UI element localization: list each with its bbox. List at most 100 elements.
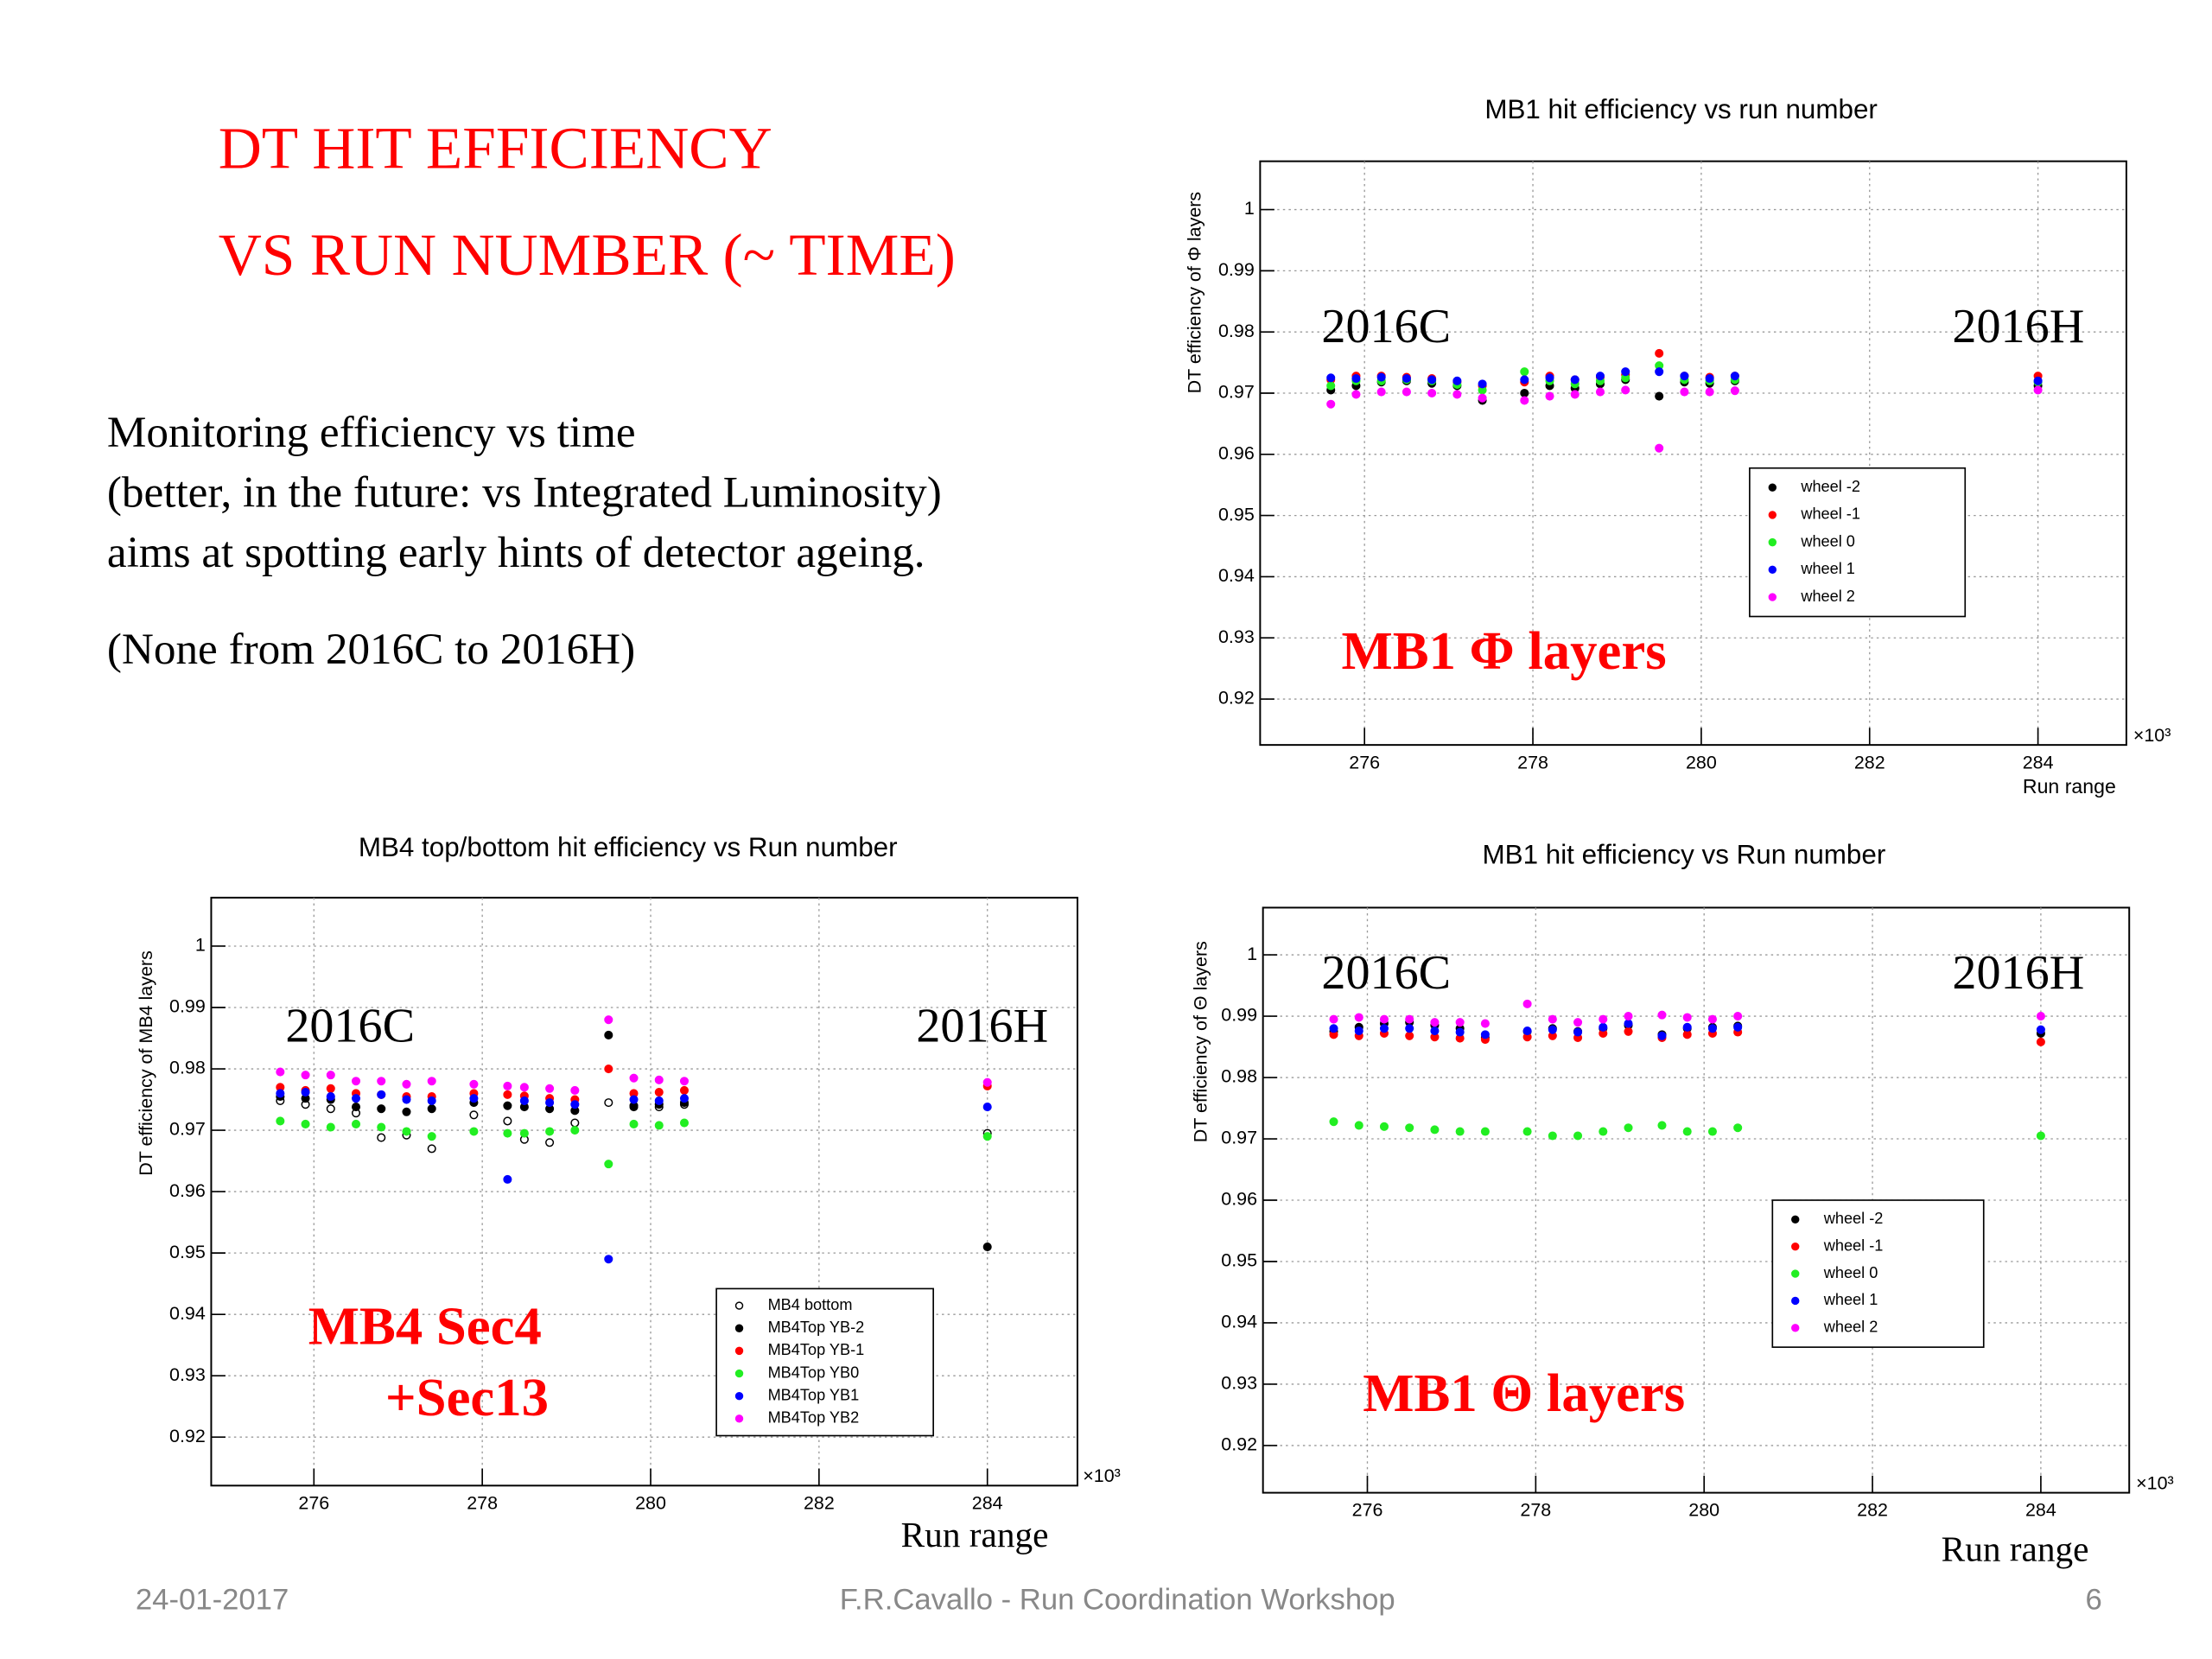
y-tick-label: 0.95 xyxy=(1218,504,1255,524)
data-point xyxy=(1655,367,1664,377)
data-point xyxy=(351,1119,361,1129)
x-tick-label: 284 xyxy=(2025,1500,2056,1521)
data-point xyxy=(1548,1014,1557,1024)
legend-box xyxy=(1749,467,1967,618)
data-point xyxy=(2033,385,2043,395)
legend-marker xyxy=(1768,483,1777,492)
data-point xyxy=(570,1118,580,1128)
annotation: +Sec13 xyxy=(385,1367,549,1427)
data-point xyxy=(1452,376,1462,385)
data-point xyxy=(1520,367,1529,377)
data-point xyxy=(1548,1025,1557,1034)
data-point xyxy=(1405,1123,1414,1133)
data-point xyxy=(982,1077,992,1087)
data-point xyxy=(1570,375,1580,385)
data-point xyxy=(377,1090,386,1099)
y-axis-label: DT efficiency of MB4 layers xyxy=(136,950,156,1176)
data-point xyxy=(1405,1031,1414,1040)
data-point xyxy=(2036,1025,2045,1034)
legend-label: MB4Top YB0 xyxy=(768,1363,860,1381)
data-point xyxy=(519,1096,529,1106)
chart-title: MB1 hit efficiency vs run number xyxy=(1484,94,1878,124)
x-tick-label: 276 xyxy=(1349,752,1380,772)
data-point xyxy=(982,1242,992,1252)
data-point xyxy=(503,1128,512,1138)
data-point xyxy=(377,1104,386,1114)
data-point xyxy=(427,1077,436,1086)
x-tick-label: 282 xyxy=(1857,1500,1888,1521)
y-tick-label: 0.99 xyxy=(169,996,206,1017)
body-text: Monitoring efficiency vs time xyxy=(107,408,636,457)
data-point xyxy=(377,1122,386,1132)
data-point xyxy=(351,1103,361,1112)
body-text: aims at spotting early hints of detector… xyxy=(107,528,925,577)
data-point xyxy=(427,1096,436,1106)
legend-marker xyxy=(1768,593,1777,601)
data-point xyxy=(503,1174,512,1184)
legend-marker xyxy=(734,1414,744,1423)
annotation: MB4 Sec4 xyxy=(308,1295,542,1356)
data-point xyxy=(1705,373,1714,384)
y-tick-label: 0.92 xyxy=(1218,688,1255,709)
legend-marker xyxy=(1791,1242,1800,1251)
legend-label: wheel -1 xyxy=(1823,1236,1884,1254)
data-point xyxy=(402,1079,411,1089)
data-point xyxy=(1573,1027,1583,1037)
data-point xyxy=(1405,1024,1414,1033)
legend-box xyxy=(1771,1199,1985,1348)
data-point xyxy=(519,1128,529,1138)
data-point xyxy=(402,1095,411,1104)
data-point xyxy=(1379,1024,1389,1033)
legend-label: wheel 2 xyxy=(1823,1319,1878,1336)
x-tick-label: 278 xyxy=(1520,1500,1551,1521)
data-point xyxy=(1733,1012,1743,1021)
data-point xyxy=(1455,1127,1465,1136)
data-point xyxy=(1599,1127,1608,1136)
data-point xyxy=(570,1085,580,1095)
data-point xyxy=(1657,1010,1667,1020)
data-point xyxy=(1599,1022,1608,1032)
data-point xyxy=(1733,1123,1743,1133)
data-point xyxy=(629,1095,639,1104)
data-point xyxy=(1480,1127,1490,1136)
data-point xyxy=(629,1073,639,1083)
y-tick-label: 0.97 xyxy=(1221,1128,1257,1148)
y-tick-label: 1 xyxy=(195,935,206,956)
x-tick-label: 278 xyxy=(467,1492,498,1513)
annotation: 2016H xyxy=(916,999,1048,1052)
data-point xyxy=(1354,1013,1363,1022)
legend-label: wheel 1 xyxy=(1823,1291,1878,1308)
data-point xyxy=(503,1116,512,1126)
data-point xyxy=(469,1079,479,1089)
data-point xyxy=(427,1132,436,1141)
data-point xyxy=(1455,1027,1465,1037)
data-point xyxy=(1730,386,1739,396)
data-point xyxy=(2036,1037,2045,1046)
data-point xyxy=(679,1077,690,1086)
data-point xyxy=(469,1110,479,1120)
legend-label: MB4Top YB1 xyxy=(768,1386,860,1403)
y-tick-label: 0.97 xyxy=(1218,382,1255,403)
legend-marker xyxy=(1791,1296,1800,1306)
data-point xyxy=(1430,1027,1440,1036)
data-point xyxy=(1705,387,1714,397)
y-tick-label: 0.98 xyxy=(1218,321,1255,341)
plot-frame xyxy=(1259,160,2127,747)
data-point xyxy=(326,1071,335,1080)
x-tick-label: 280 xyxy=(1686,752,1717,772)
y-tick-label: 0.92 xyxy=(169,1426,206,1446)
x-axis-label: Run range xyxy=(1942,1529,2089,1568)
data-point xyxy=(1326,373,1336,383)
data-point xyxy=(654,1075,664,1084)
data-point xyxy=(1520,396,1529,405)
chart-title: MB1 hit efficiency vs Run number xyxy=(1483,839,1886,869)
data-point xyxy=(1427,388,1437,398)
data-point xyxy=(276,1089,285,1098)
annotation: 2016C xyxy=(1321,946,1451,1000)
data-point xyxy=(1573,1018,1583,1027)
data-point xyxy=(1682,1013,1692,1022)
body-text: (better, in the future: vs Integrated Lu… xyxy=(107,468,942,518)
data-point xyxy=(519,1083,529,1092)
